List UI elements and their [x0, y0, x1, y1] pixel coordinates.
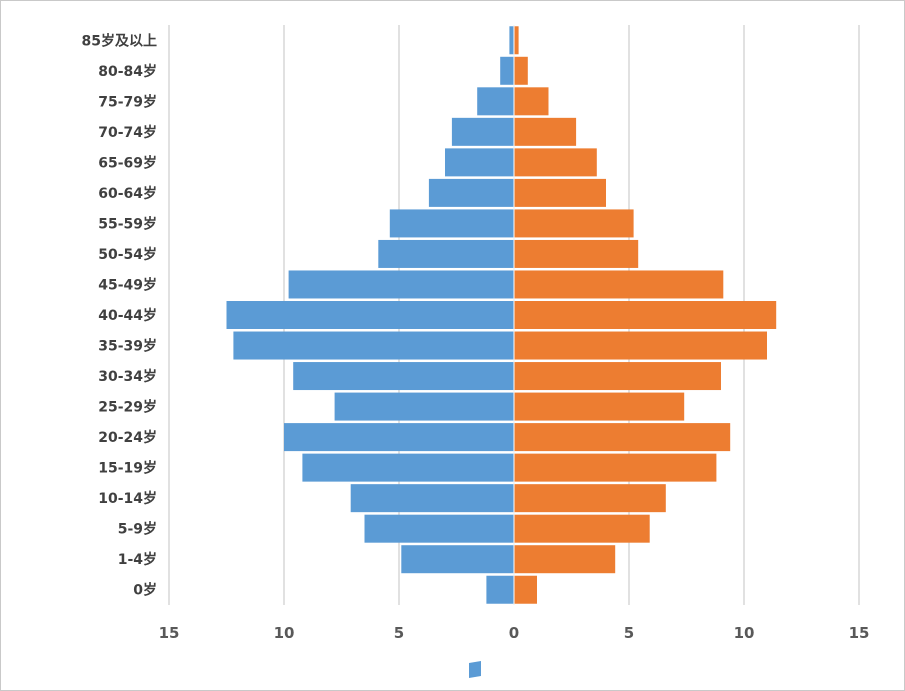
legend [469, 661, 481, 678]
left-bar-11 [378, 239, 514, 268]
left-bar-10 [288, 270, 514, 299]
left-bar-18 [509, 26, 514, 55]
category-label-8: 35-39岁 [98, 338, 157, 355]
left-bar-16 [477, 87, 514, 116]
right-bar-11 [514, 239, 639, 268]
right-bar-6 [514, 392, 685, 421]
left-bar-8 [233, 331, 514, 360]
right-bar-13 [514, 178, 606, 207]
right-bar-14 [514, 148, 597, 177]
left-bar-9 [226, 301, 514, 329]
left-bar-12 [389, 209, 514, 238]
right-bar-17 [514, 56, 528, 85]
left-bar-6 [334, 392, 514, 421]
left-bar-2 [364, 514, 514, 543]
category-label-7: 30-34岁 [98, 368, 157, 385]
category-label-17: 80-84岁 [98, 63, 157, 80]
right-bar-18 [514, 26, 519, 55]
category-label-3: 10-14岁 [98, 490, 157, 507]
right-bar-2 [514, 514, 650, 543]
category-label-4: 15-19岁 [98, 460, 157, 477]
x-tick-label-1: 10 [274, 624, 295, 642]
category-label-0: 0岁 [133, 582, 157, 599]
x-tick-label-2: 5 [394, 624, 404, 642]
category-label-5: 20-24岁 [98, 429, 157, 446]
bar-layer [226, 25, 777, 605]
category-label-10: 45-49岁 [98, 276, 157, 293]
x-tick-label-6: 15 [849, 624, 870, 642]
x-tick-label-layer: 15 10 5 0 5 10 15 [159, 624, 870, 642]
x-tick-label-0: 15 [159, 624, 180, 642]
left-bar-0 [486, 575, 514, 604]
left-bar-13 [428, 178, 514, 207]
left-bar-14 [445, 148, 514, 177]
right-bar-15 [514, 117, 577, 146]
right-bar-8 [514, 331, 767, 360]
right-bar-3 [514, 484, 666, 513]
category-label-2: 5-9岁 [118, 521, 157, 538]
category-label-1: 1-4岁 [118, 551, 157, 568]
category-label-14: 65-69岁 [98, 154, 157, 171]
x-tick-label-4: 5 [624, 624, 634, 642]
category-label-layer: 0岁 1-4岁 5-9岁 10-14岁 15-19岁 20-24岁 25-29岁 30-34岁… [82, 32, 157, 598]
left-bar-17 [500, 56, 514, 85]
left-bar-15 [451, 117, 514, 146]
category-label-11: 50-54岁 [98, 246, 157, 263]
category-label-13: 60-64岁 [98, 185, 157, 202]
category-label-15: 70-74岁 [98, 124, 157, 141]
right-bar-7 [514, 362, 721, 391]
right-bar-4 [514, 453, 717, 482]
right-bar-16 [514, 87, 549, 116]
category-label-9: 40-44岁 [98, 307, 157, 324]
legend-swatch [469, 661, 481, 678]
right-bar-12 [514, 209, 634, 238]
x-tick-label-5: 10 [734, 624, 755, 642]
category-label-6: 25-29岁 [98, 399, 157, 416]
right-bar-5 [514, 423, 731, 452]
left-bar-5 [284, 423, 514, 452]
x-tick-label-3: 0 [509, 624, 519, 642]
right-bar-10 [514, 270, 724, 299]
category-label-12: 55-59岁 [98, 215, 157, 232]
right-bar-9 [514, 301, 777, 329]
left-bar-3 [350, 484, 514, 513]
category-label-16: 75-79岁 [98, 93, 157, 110]
left-bar-1 [401, 545, 514, 574]
left-bar-7 [293, 362, 514, 391]
right-bar-0 [514, 575, 537, 604]
left-bar-4 [302, 453, 514, 482]
right-bar-1 [514, 545, 616, 574]
category-label-18: 85岁及以上 [82, 32, 157, 49]
